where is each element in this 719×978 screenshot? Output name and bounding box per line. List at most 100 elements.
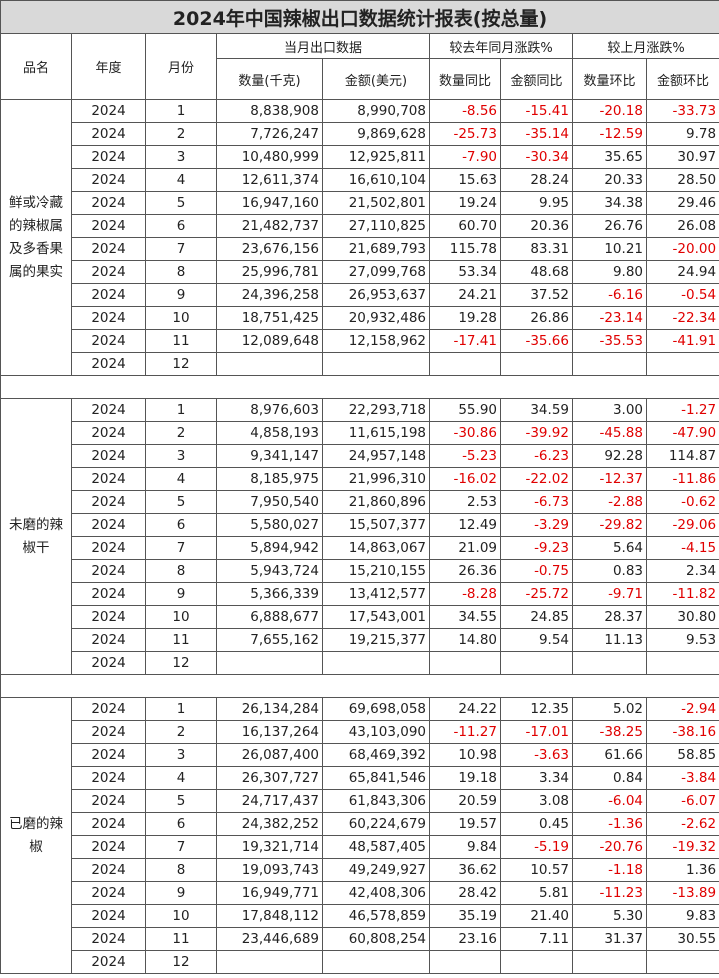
qty-mom-cell: -9.71: [572, 582, 647, 606]
month-cell: 6: [145, 214, 217, 238]
qty-yoy-cell: 24.22: [429, 697, 501, 721]
amount-mom-cell: 30.55: [645, 927, 719, 951]
qty-mom-cell: 0.84: [572, 766, 647, 790]
amount-cell: [322, 950, 430, 974]
qty-yoy-cell: 12.49: [429, 513, 501, 537]
table-row: 2024 11 7,655,162 19,215,377 14.80 9.54 11.13 9…: [1, 628, 719, 652]
amount-cell: 49,249,927: [322, 858, 430, 882]
year-cell: 2024: [71, 260, 146, 284]
qty-cell: 24,382,252: [216, 812, 323, 836]
month-cell: 4: [145, 168, 217, 192]
qty-yoy-cell: -30.86: [429, 421, 501, 445]
month-cell: 7: [145, 536, 217, 560]
amount-cell: 13,412,577: [322, 582, 430, 606]
amount-cell: 21,689,793: [322, 237, 430, 261]
month-cell: 7: [145, 237, 217, 261]
qty-yoy-cell: 26.36: [429, 559, 501, 583]
amount-mom-cell: 30.80: [645, 605, 719, 629]
qty-mom-cell: -20.76: [572, 835, 647, 859]
amount-cell: 48,587,405: [322, 835, 430, 859]
qty-cell: 16,949,771: [216, 881, 323, 905]
qty-cell: 19,093,743: [216, 858, 323, 882]
amount-mom-cell: -29.06: [645, 513, 719, 537]
amount-cell: 8,990,708: [322, 99, 430, 123]
month-cell: 1: [145, 398, 217, 422]
table-row: 2024 10 6,888,677 17,543,001 34.55 24.85 28.37…: [1, 605, 719, 629]
year-cell: 2024: [71, 99, 146, 123]
qty-yoy-cell: -11.27: [429, 720, 501, 744]
qty-mom-cell: -23.14: [572, 306, 647, 330]
qty-yoy-cell: -17.41: [429, 329, 501, 353]
qty-yoy-cell: 53.34: [429, 260, 501, 284]
month-cell: 12: [145, 352, 217, 376]
separator-cell: [0, 674, 719, 698]
qty-mom-cell: 0.83: [572, 559, 647, 583]
qty-cell: 8,838,908: [216, 99, 323, 123]
year-cell: 2024: [71, 628, 146, 652]
qty-cell: 9,341,147: [216, 444, 323, 468]
product-name-cell: 已磨的辣椒: [0, 697, 72, 974]
table-row: 2024 8 5,943,724 15,210,155 26.36 -0.75 0.83 2.…: [1, 559, 719, 583]
month-cell: 4: [145, 766, 217, 790]
qty-mom-cell: -6.04: [572, 789, 647, 813]
qty-yoy-cell: 19.28: [429, 306, 501, 330]
table-row: 未磨的辣椒干 2024 1 8,976,603 22,293,718 55.90 34.59…: [0, 398, 719, 675]
qty-cell: 24,396,258: [216, 283, 323, 307]
qty-cell: 5,943,724: [216, 559, 323, 583]
year-cell: 2024: [71, 927, 146, 951]
amount-yoy-cell: -3.63: [500, 743, 573, 767]
amount-yoy-cell: 9.95: [500, 191, 573, 215]
month-cell: 9: [145, 582, 217, 606]
table-row: 2024 8 19,093,743 49,249,927 36.62 10.57 -1.18…: [1, 858, 719, 882]
amount-yoy-cell: -17.01: [500, 720, 573, 744]
amount-mom-cell: 1.36: [645, 858, 719, 882]
header-yoy-group: 较去年同月涨跌%: [429, 33, 573, 59]
table-row: 2024 6 21,482,737 27,110,825 60.70 20.36 26.76…: [1, 214, 719, 238]
amount-mom-cell: [645, 352, 719, 376]
amount-yoy-cell: -15.41: [500, 99, 573, 123]
amount-mom-cell: -22.34: [645, 306, 719, 330]
qty-yoy-cell: 24.21: [429, 283, 501, 307]
year-cell: 2024: [71, 352, 146, 376]
amount-cell: 9,869,628: [322, 122, 430, 146]
amount-yoy-cell: -39.92: [500, 421, 573, 445]
qty-mom-cell: -12.37: [572, 467, 647, 491]
amount-mom-cell: -20.00: [645, 237, 719, 261]
year-cell: 2024: [71, 398, 146, 422]
qty-cell: 24,717,437: [216, 789, 323, 813]
qty-cell: 19,321,714: [216, 835, 323, 859]
qty-mom-cell: 5.30: [572, 904, 647, 928]
qty-mom-cell: 11.13: [572, 628, 647, 652]
qty-yoy-cell: 28.42: [429, 881, 501, 905]
amount-yoy-cell: -3.29: [500, 513, 573, 537]
qty-yoy-cell: 15.63: [429, 168, 501, 192]
qty-mom-cell: 10.21: [572, 237, 647, 261]
amount-yoy-cell: -35.14: [500, 122, 573, 146]
qty-cell: 16,137,264: [216, 720, 323, 744]
amount-mom-cell: 30.97: [645, 145, 719, 169]
amount-mom-cell: [645, 950, 719, 974]
qty-mom-cell: 34.38: [572, 191, 647, 215]
amount-yoy-cell: 83.31: [500, 237, 573, 261]
table-row: 2024 10 18,751,425 20,932,486 19.28 26.86 -23.…: [1, 306, 719, 330]
table-row: 2024 12: [1, 651, 719, 675]
year-cell: 2024: [71, 904, 146, 928]
month-cell: 6: [145, 513, 217, 537]
product-name-cell: 未磨的辣椒干: [0, 398, 72, 675]
amount-yoy-cell: 0.45: [500, 812, 573, 836]
month-cell: 11: [145, 628, 217, 652]
qty-mom-cell: -20.18: [572, 99, 647, 123]
qty-yoy-cell: 19.57: [429, 812, 501, 836]
qty-yoy-cell: [429, 352, 501, 376]
year-cell: 2024: [71, 513, 146, 537]
amount-yoy-cell: [500, 651, 573, 675]
table-row: 2024 2 4,858,193 11,615,198 -30.86 -39.92 -45.…: [1, 421, 719, 445]
amount-yoy-cell: 5.81: [500, 881, 573, 905]
amount-cell: 65,841,546: [322, 766, 430, 790]
amount-mom-cell: 9.78: [645, 122, 719, 146]
amount-yoy-cell: -25.72: [500, 582, 573, 606]
amount-cell: 43,103,090: [322, 720, 430, 744]
qty-mom-cell: 5.02: [572, 697, 647, 721]
amount-mom-cell: 58.85: [645, 743, 719, 767]
amount-mom-cell: -1.27: [645, 398, 719, 422]
